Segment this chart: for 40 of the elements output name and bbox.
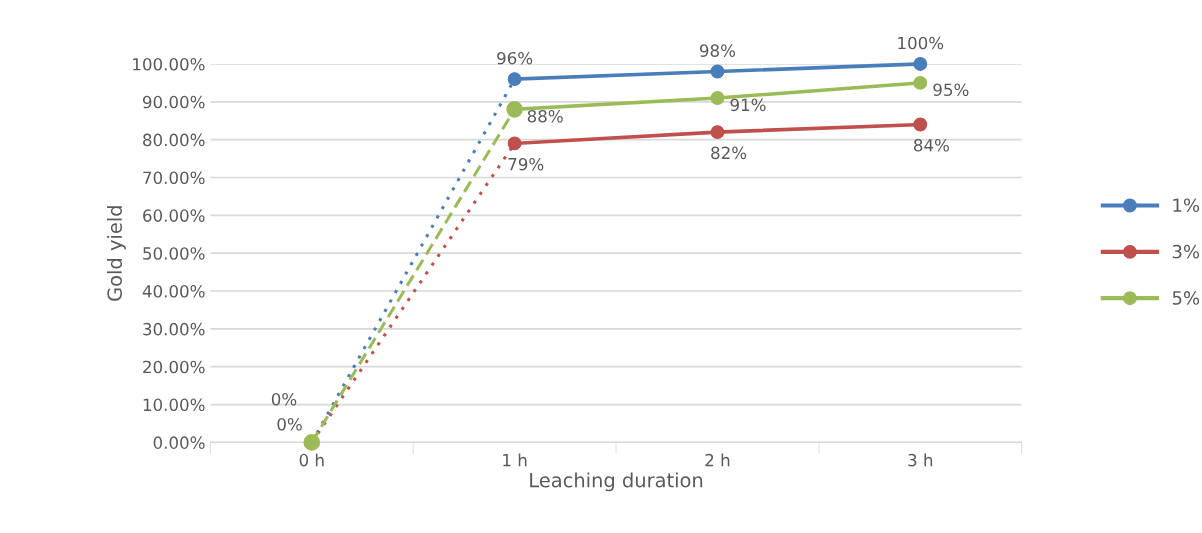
x-tick-label: 1 h (503, 453, 527, 467)
data-label: 82% (711, 146, 747, 160)
data-label: 91% (730, 98, 766, 112)
point (507, 136, 522, 151)
x-axis-title: Leaching duration (530, 472, 703, 492)
y-tick-label: 70.00% (143, 171, 205, 185)
y-tick-label: 100.00% (133, 57, 205, 71)
y-tick-label: 30.00% (143, 322, 205, 336)
y-tick-label: 50.00% (143, 247, 205, 260)
point (913, 75, 928, 90)
y-tick-label: 10.00% (143, 398, 205, 412)
x-tick-label: 3 h (908, 453, 933, 467)
x-tick-label: 2 h (705, 453, 730, 467)
x-tick-label: 0 h (299, 453, 324, 467)
y-tick-label: 90.00% (142, 95, 205, 109)
data-label: 96% (497, 51, 533, 65)
data-label: 98% (699, 44, 736, 57)
point (303, 434, 321, 451)
data-label: 0% (277, 417, 302, 431)
point (913, 57, 928, 71)
point (710, 64, 725, 79)
y-tick-label: 40.00% (142, 284, 205, 298)
y-tick-label: 20.00% (143, 360, 205, 374)
point (710, 91, 725, 105)
legend-label: 1% (1173, 198, 1200, 213)
data-label: 0% (271, 392, 297, 406)
data-label: 88% (527, 109, 563, 123)
y-axis-title: Gold yield (106, 206, 126, 301)
y-tick-label: 0.00% (153, 436, 205, 449)
data-label: 100% (898, 36, 944, 50)
data-label: 95% (933, 83, 969, 97)
legend-label: 5% (1172, 291, 1200, 305)
point (913, 117, 928, 132)
y-tick-label: 80.00% (143, 133, 205, 147)
legend-label: 3% (1172, 244, 1200, 259)
point (710, 125, 725, 140)
point (507, 72, 522, 87)
y-tick-label: 60.00% (143, 209, 205, 222)
data-label: 84% (914, 138, 949, 152)
data-label: 79% (508, 157, 544, 171)
